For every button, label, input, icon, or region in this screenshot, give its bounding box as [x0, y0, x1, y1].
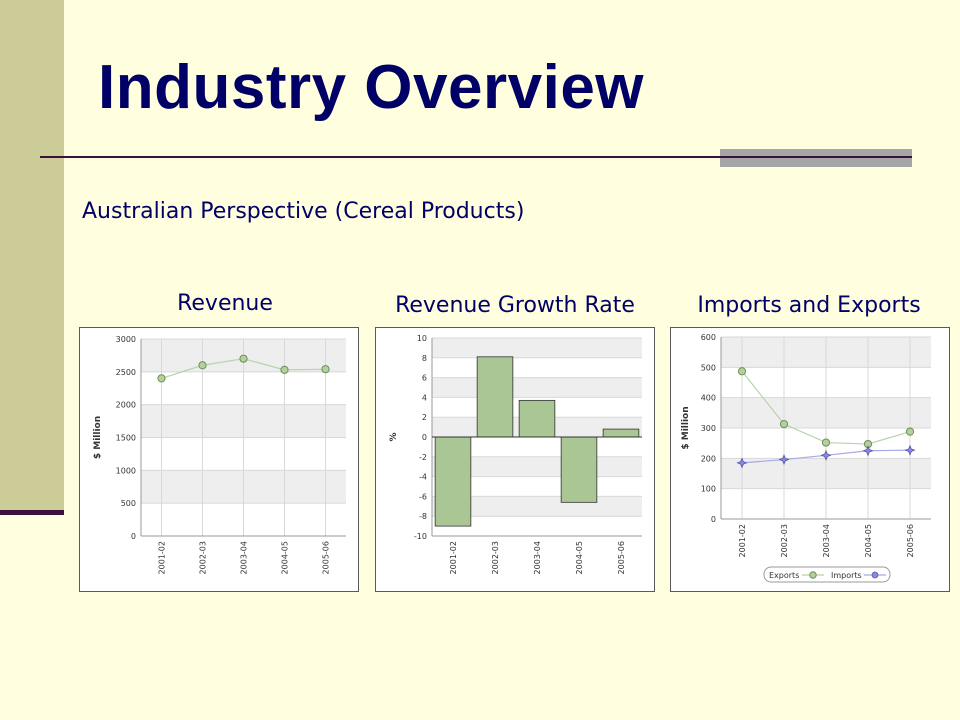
x-tick-label: 2005-06 — [322, 541, 331, 574]
data-point — [198, 361, 207, 370]
data-point — [905, 427, 915, 436]
data-point — [821, 438, 831, 447]
y-tick-label: 600 — [701, 333, 716, 342]
data-point — [778, 453, 790, 466]
data-point — [820, 449, 832, 461]
y-tick-label: -10 — [414, 532, 427, 541]
x-tick-label: 2004-05 — [864, 524, 873, 557]
data-point — [862, 445, 874, 457]
y-tick-label: 10 — [417, 334, 427, 343]
title-divider — [40, 156, 910, 158]
y-tick-label: 500 — [121, 499, 136, 508]
data-point — [779, 419, 789, 429]
y-tick-label: 2500 — [116, 368, 136, 377]
revenue-chart-title: Revenue — [177, 291, 273, 316]
y-axis-title: $ Million — [93, 416, 103, 459]
x-tick-label: 2004-05 — [281, 541, 290, 574]
x-tick-label: 2002-03 — [780, 524, 789, 557]
x-tick-label: 2003-04 — [240, 541, 249, 574]
y-tick-label: 300 — [701, 424, 716, 433]
data-point — [280, 365, 289, 374]
legend-marker — [809, 571, 817, 579]
growth-chart-svg: -10 -8 -6 -4 -2 0 2 4 6 8 10 2001-02 2002-03 2003-04 2… — [389, 334, 642, 574]
left-accent-bar-edge — [0, 510, 64, 515]
chart-legend: Exports Imports — [763, 566, 891, 583]
revenue-chart: 0 500 1000 1500 2000 2500 3000 2001-02 2002-03 20… — [79, 327, 359, 592]
slide-subtitle: Australian Perspective (Cereal Products) — [82, 199, 525, 224]
data-point — [737, 367, 747, 376]
data-point — [157, 374, 166, 383]
y-tick-label: -4 — [419, 473, 427, 482]
x-tick-label: 2001-02 — [738, 524, 747, 557]
y-tick-label: -2 — [419, 453, 427, 462]
y-axis-title: $ Million — [681, 406, 691, 449]
y-tick-label: 100 — [701, 485, 716, 494]
y-tick-label: 8 — [422, 354, 427, 363]
x-tick-label: 2001-02 — [158, 541, 167, 574]
y-tick-label: 3000 — [116, 335, 136, 344]
x-tick-label: 2002-03 — [199, 541, 208, 574]
legend-label: Exports — [769, 571, 799, 580]
y-tick-label: -8 — [419, 512, 427, 521]
growth-chart: -10 -8 -6 -4 -2 0 2 4 6 8 10 2001-02 2002-03 2003-04 2… — [375, 327, 655, 592]
y-tick-label: 0 — [422, 433, 427, 442]
trade-chart-svg: 0 100 200 300 400 500 600 2001-02 2002-03 2003-04… — [681, 333, 931, 583]
x-tick-label: 2002-03 — [491, 541, 500, 574]
data-point — [736, 457, 748, 469]
bar — [434, 436, 472, 527]
bar — [602, 428, 640, 438]
x-tick-label: 2003-04 — [822, 524, 831, 557]
y-tick-label: 500 — [701, 363, 716, 372]
y-tick-label: 6 — [422, 374, 427, 383]
y-tick-label: 2000 — [116, 401, 136, 410]
legend-marker — [871, 571, 879, 579]
data-point — [904, 444, 916, 456]
trade-chart: 0 100 200 300 400 500 600 2001-02 2002-03 2003-04… — [670, 327, 950, 592]
left-accent-bar — [0, 0, 64, 510]
x-tick-label: 2003-04 — [533, 541, 542, 574]
slide-title: Industry Overview — [98, 53, 645, 122]
growth-chart-title: Revenue Growth Rate — [395, 293, 635, 318]
title-divider-accent — [720, 149, 912, 167]
trade-chart-title: Imports and Exports — [697, 293, 921, 318]
grid-band — [432, 338, 642, 358]
grid-band — [432, 377, 642, 398]
y-tick-label: -6 — [419, 492, 427, 501]
x-tick-label: 2005-06 — [617, 541, 626, 574]
title-divider-accent-line — [720, 156, 912, 158]
y-tick-label: 2 — [422, 413, 427, 422]
y-tick-label: 1500 — [116, 434, 136, 443]
x-tick-label: 2005-06 — [906, 524, 915, 557]
legend-label: Imports — [831, 571, 862, 580]
y-tick-label: 400 — [701, 394, 716, 403]
y-tick-label: 1000 — [116, 466, 136, 475]
x-tick-label: 2001-02 — [449, 541, 458, 574]
y-tick-label: 0 — [131, 532, 136, 541]
y-tick-label: 200 — [701, 454, 716, 463]
y-axis-title: % — [389, 432, 399, 441]
bar — [560, 436, 598, 503]
data-point — [321, 365, 330, 374]
y-tick-label: 0 — [711, 515, 716, 524]
legend-frame — [763, 566, 891, 583]
data-point — [239, 354, 248, 363]
y-tick-label: 4 — [422, 393, 427, 402]
revenue-chart-svg: 0 500 1000 1500 2000 2500 3000 2001-02 2002-03 20… — [93, 335, 346, 574]
bar — [518, 399, 556, 438]
bar — [476, 356, 514, 438]
x-tick-label: 2004-05 — [575, 541, 584, 574]
